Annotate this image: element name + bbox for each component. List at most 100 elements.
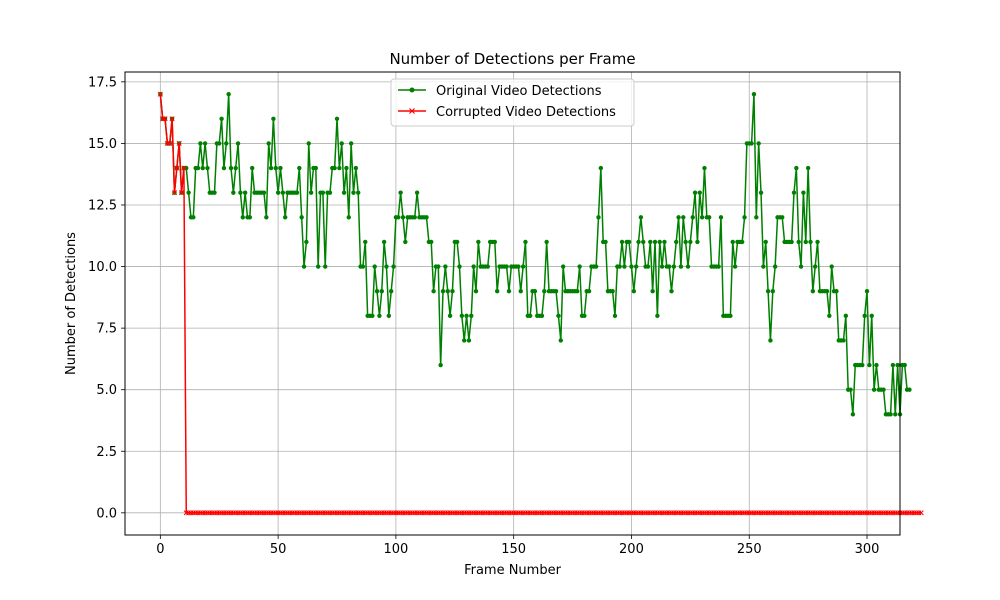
data-point <box>339 141 344 146</box>
data-point <box>485 264 490 269</box>
data-point <box>867 362 872 368</box>
data-point <box>805 165 811 171</box>
data-point <box>400 215 406 220</box>
data-point <box>666 264 672 269</box>
data-point <box>504 264 509 269</box>
legend-marker-corrupted <box>409 108 415 114</box>
data-point <box>556 313 561 319</box>
data-point <box>808 239 813 245</box>
data-point <box>391 264 396 269</box>
data-point <box>167 140 173 146</box>
data-point <box>918 510 924 516</box>
data-point <box>299 215 304 220</box>
data-point <box>770 288 775 294</box>
data-point <box>690 215 695 220</box>
y-tick-label: 10.0 <box>88 260 117 275</box>
data-point <box>718 215 724 220</box>
data-point <box>462 338 467 343</box>
data-point <box>353 165 359 171</box>
series-layer <box>157 91 924 516</box>
data-point <box>181 165 187 171</box>
data-point <box>674 239 679 245</box>
data-point <box>676 215 681 220</box>
data-point <box>619 239 625 245</box>
data-point <box>346 215 351 220</box>
data-point <box>476 239 481 245</box>
data-point <box>824 288 830 294</box>
data-point <box>436 264 441 269</box>
data-point <box>638 215 644 220</box>
x-tick-label: 300 <box>855 542 880 557</box>
data-point <box>728 313 733 319</box>
data-point <box>610 288 615 294</box>
data-point <box>681 215 686 220</box>
data-point <box>641 239 646 245</box>
data-point <box>794 165 799 171</box>
data-point <box>798 264 804 269</box>
data-point <box>532 288 538 294</box>
data-point <box>593 264 599 269</box>
data-point <box>834 288 839 294</box>
data-point <box>810 288 816 294</box>
data-point <box>162 116 168 122</box>
series-corrupted <box>157 91 924 516</box>
data-point <box>398 190 403 195</box>
data-point <box>699 215 705 220</box>
data-point <box>827 313 832 319</box>
data-point <box>542 288 547 294</box>
data-point <box>732 264 738 269</box>
y-tick-label: 5.0 <box>96 383 117 398</box>
data-point <box>195 165 201 171</box>
data-point <box>301 264 307 269</box>
data-point <box>268 165 274 171</box>
data-point <box>363 239 368 245</box>
data-point <box>695 239 700 245</box>
data-point <box>893 412 898 417</box>
data-point <box>749 141 754 146</box>
data-point <box>560 264 566 269</box>
data-point <box>629 264 634 269</box>
data-point <box>443 264 448 269</box>
data-point <box>780 215 785 220</box>
x-tick-label: 250 <box>737 542 762 557</box>
data-point <box>379 288 384 294</box>
data-point <box>374 288 380 294</box>
data-point <box>233 165 238 171</box>
data-point <box>907 387 912 392</box>
data-point <box>198 141 203 146</box>
data-point <box>730 239 735 245</box>
data-point <box>813 264 818 269</box>
data-point <box>327 190 333 195</box>
data-point <box>238 190 243 195</box>
data-point <box>381 239 387 245</box>
data-point <box>492 239 498 245</box>
data-point <box>636 239 641 245</box>
data-point <box>447 313 453 319</box>
data-point <box>466 338 472 343</box>
data-point <box>739 239 745 245</box>
data-point <box>603 239 608 245</box>
data-point <box>758 190 764 195</box>
data-point <box>516 264 521 269</box>
data-point <box>848 387 853 392</box>
data-point <box>633 264 639 269</box>
data-point <box>315 264 321 269</box>
data-point <box>360 264 366 269</box>
data-point <box>205 165 210 171</box>
data-point <box>662 239 667 245</box>
data-point <box>429 239 434 245</box>
data-point <box>174 165 180 171</box>
y-tick-label: 0.0 <box>96 506 117 521</box>
y-tick-label: 12.5 <box>88 198 117 213</box>
data-point <box>850 412 856 417</box>
data-point <box>219 116 224 121</box>
data-point <box>396 215 401 220</box>
axis-ticks: 0 50 100 150 200 250 300 0.0 2.5 5.0 7.5 10.0 12.5 15… <box>88 75 879 557</box>
data-point <box>864 288 870 294</box>
data-point <box>596 215 601 220</box>
data-point <box>438 362 443 368</box>
data-point <box>789 239 794 245</box>
data-point <box>202 141 208 146</box>
data-point <box>751 91 757 97</box>
legend-marker-original <box>409 87 415 93</box>
